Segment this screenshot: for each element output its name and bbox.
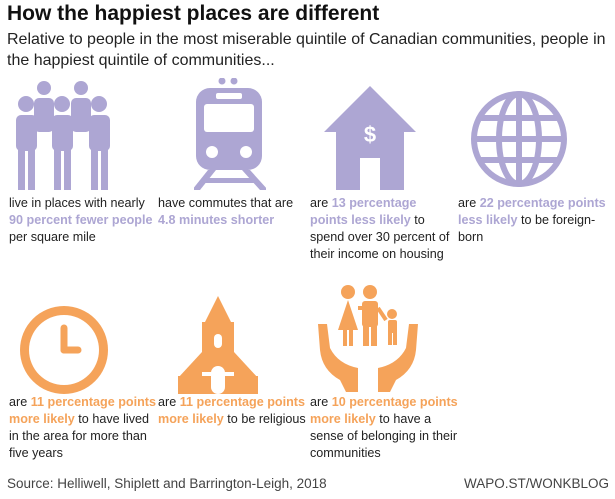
caption-text: to have lived in the area for more than … <box>9 412 150 460</box>
caption-foreign-born: are 22 percentage points less likely to … <box>458 195 608 246</box>
caption-text: live in places with nearly <box>9 196 145 210</box>
caption-text: to be religious <box>223 412 306 426</box>
family-hands-icon <box>318 285 418 392</box>
caption-text: are <box>310 196 332 210</box>
dollar-sign: $ <box>364 122 376 147</box>
caption-text: to be foreign-born <box>458 213 596 244</box>
caption-text: to spend over 30 percent of their income… <box>310 213 450 261</box>
caption-residency: are 11 percentage points more likely to … <box>9 394 159 462</box>
credit-link[interactable]: WAPO.ST/WONKBLOG <box>463 476 609 491</box>
house-dollar-icon: $ <box>324 86 416 190</box>
caption-text: per square mile <box>9 230 96 244</box>
caption-highlight: 90 percent fewer people <box>9 213 153 227</box>
caption-religious: are 11 percentage points more likely to … <box>158 394 308 428</box>
people-icon <box>16 81 110 190</box>
clock-icon <box>20 306 108 394</box>
caption-text: are <box>310 395 332 409</box>
caption-commute: have commutes that are 4.8 minutes short… <box>158 195 308 229</box>
caption-highlight: 10 percentage points more likely <box>310 395 458 426</box>
caption-text: are <box>458 196 480 210</box>
caption-density: live in places with nearly 90 percent fe… <box>9 195 159 246</box>
caption-text: are <box>158 395 180 409</box>
caption-highlight: 22 percentage points less likely <box>458 196 606 227</box>
source-note: Source: Helliwell, Shiplett and Barringt… <box>7 476 327 491</box>
train-icon <box>194 78 266 190</box>
caption-text: to have a sense of belonging in their co… <box>310 412 458 460</box>
caption-text: have commutes that are <box>158 196 294 210</box>
caption-belonging: are 10 percentage points more likely to … <box>310 394 458 462</box>
caption-highlight: 11 percentage points more likely <box>158 395 305 426</box>
caption-highlight: 11 percentage points more likely <box>9 395 156 426</box>
caption-highlight: 4.8 minutes shorter <box>158 213 275 227</box>
page-title: How the happiest places are different <box>7 2 380 25</box>
caption-housing: are 13 percentage points less likely to … <box>310 195 456 263</box>
subtitle: Relative to people in the most miserable… <box>7 31 606 69</box>
caption-highlight: 13 percentage points less likely <box>310 196 417 227</box>
globe-icon <box>471 91 567 187</box>
caption-text: are <box>9 395 31 409</box>
church-icon <box>178 296 258 394</box>
